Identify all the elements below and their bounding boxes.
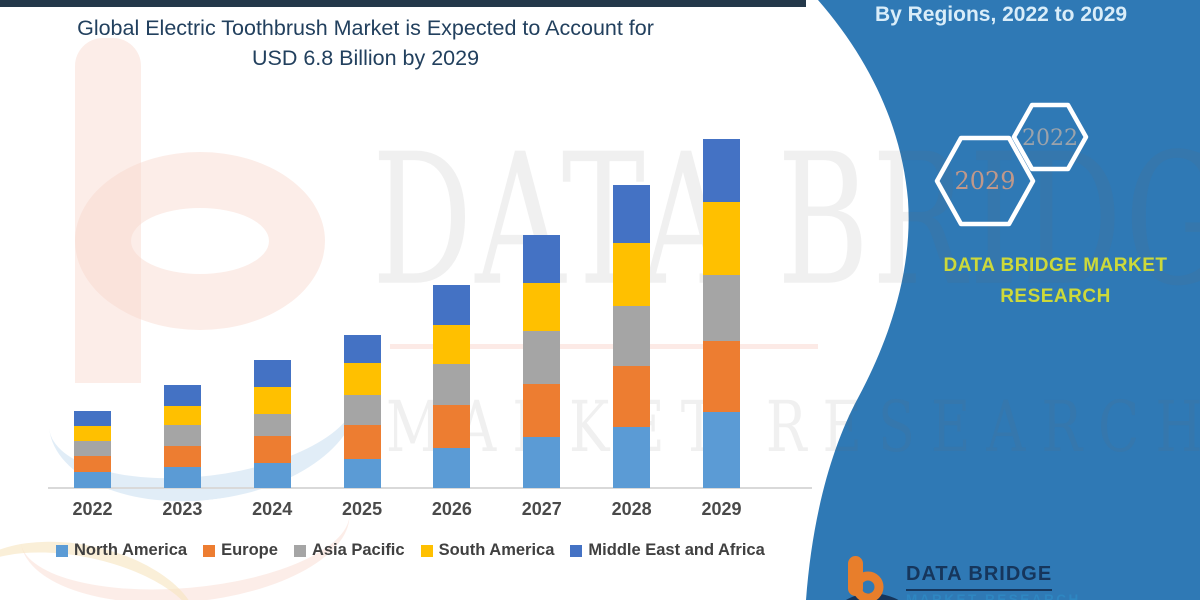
- bar-segment-europe: [343, 425, 381, 459]
- bar-segment-middle-east-and-africa: [343, 335, 381, 364]
- bar-segment-asia-pacific: [163, 424, 201, 446]
- legend-item-europe: Europe: [203, 541, 278, 560]
- bar-segment-north-america: [74, 472, 111, 488]
- bar-segment-asia-pacific: [702, 274, 740, 341]
- bar-2027: [523, 234, 561, 488]
- bar-segment-south-america: [74, 426, 111, 442]
- legend-label: Middle East and Africa: [588, 541, 765, 559]
- legend-item-south-america: South America: [420, 541, 555, 560]
- panel-heading: By Regions, 2022 to 2029: [874, 3, 1128, 26]
- company-logo-icon: [845, 556, 899, 600]
- chart-title-line2: USD 6.8 Billion by 2029: [251, 46, 480, 70]
- legend-swatch: [56, 544, 68, 557]
- chart-title: Global Electric Toothbrush Market is Exp…: [38, 13, 693, 73]
- bar-2028: [613, 184, 651, 488]
- legend-item-middle-east-and-africa: Middle East and Africa: [570, 541, 765, 560]
- bar-segment-south-america: [343, 363, 381, 395]
- bar-segment-middle-east-and-africa: [702, 138, 740, 203]
- x-axis-label-2027: 2027: [521, 499, 562, 519]
- bar-segment-middle-east-and-africa: [74, 410, 111, 427]
- legend-swatch: [420, 544, 433, 557]
- side-panel-shape: [806, 0, 1200, 600]
- bar-segment-middle-east-and-africa: [433, 284, 471, 325]
- x-axis-label-2024: 2024: [252, 499, 293, 519]
- bar-segment-north-america: [163, 467, 201, 488]
- legend-label: North America: [74, 541, 188, 559]
- bar-segment-asia-pacific: [523, 331, 561, 385]
- x-axis-label-2025: 2025: [342, 499, 383, 519]
- bar-segment-europe: [702, 340, 740, 413]
- bar-2026: [433, 284, 471, 488]
- bar-segment-middle-east-and-africa: [253, 360, 291, 387]
- bar-segment-north-america: [702, 412, 740, 488]
- chart-title-line1: Global Electric Toothbrush Market is Exp…: [77, 16, 654, 40]
- bar-segment-north-america: [433, 447, 471, 488]
- bar-segment-asia-pacific: [253, 414, 291, 436]
- brand-text-line1: DATA BRIDGE MARKET: [943, 255, 1168, 276]
- bar-2029: [702, 138, 740, 488]
- legend-item-asia-pacific: Asia Pacific: [293, 541, 405, 560]
- x-axis-label-2022: 2022: [72, 499, 113, 519]
- bar-segment-asia-pacific: [74, 441, 111, 457]
- bar-2023: [163, 385, 201, 488]
- bar-segment-south-america: [163, 405, 201, 425]
- bar-2025: [343, 335, 381, 488]
- x-axis-label-2023: 2023: [162, 499, 203, 519]
- bar-segment-south-america: [433, 324, 471, 364]
- bar-segment-asia-pacific: [343, 394, 381, 426]
- chart-legend: North America Europe Asia Pacific South Ame…: [56, 541, 765, 560]
- bar-segment-south-america: [702, 202, 740, 275]
- hexagon-2022-label: 2022: [1022, 126, 1078, 151]
- bar-segment-middle-east-and-africa: [523, 234, 561, 284]
- brand-text-line2: RESEARCH: [1000, 286, 1111, 307]
- bar-segment-asia-pacific: [613, 305, 651, 366]
- legend-swatch: [570, 544, 583, 557]
- bar-segment-north-america: [253, 462, 291, 488]
- bar-segment-europe: [74, 456, 111, 473]
- bar-segment-south-america: [613, 243, 651, 306]
- legend-label: Europe: [221, 541, 278, 559]
- bar-segment-asia-pacific: [433, 363, 471, 405]
- logo-text-line2: MARKET RESEARCH: [906, 592, 1081, 600]
- hexagon-2022: [1011, 102, 1089, 172]
- legend-swatch: [203, 544, 216, 557]
- bar-segment-europe: [253, 435, 291, 463]
- bar-segment-north-america: [523, 437, 561, 488]
- legend-item-north-america: North America: [56, 541, 187, 560]
- logo-text-line1: DATA BRIDGE: [906, 563, 1053, 591]
- bar-2022: [74, 410, 111, 488]
- brand-text: DATA BRIDGE MARKET RESEARCH: [908, 250, 1200, 312]
- company-logo: DATA BRIDGE MARKET RESEARCH: [838, 554, 1098, 600]
- legend-label: South America: [438, 541, 555, 559]
- x-axis-label-2028: 2028: [611, 499, 652, 519]
- x-axis-label-2026: 2026: [431, 499, 472, 519]
- bar-segment-europe: [433, 404, 471, 448]
- logo-b-bowl: [852, 571, 884, 600]
- bar-segment-north-america: [343, 458, 381, 488]
- bar-segment-europe: [523, 384, 561, 437]
- bar-segment-europe: [613, 365, 651, 427]
- hexagon-badges: 2022 2029: [934, 102, 1089, 227]
- bar-segment-middle-east-and-africa: [613, 184, 651, 244]
- bar-segment-north-america: [613, 426, 651, 488]
- bar-segment-south-america: [253, 386, 291, 415]
- x-axis-line: [48, 487, 812, 489]
- x-axis-label-2029: 2029: [701, 499, 742, 519]
- hexagon-2029: [934, 135, 1036, 227]
- legend-swatch: [293, 544, 306, 557]
- legend-label: Asia Pacific: [311, 541, 405, 559]
- bar-segment-europe: [163, 445, 201, 468]
- top-accent-strip: [0, 0, 806, 7]
- bar-segment-south-america: [523, 283, 561, 332]
- bar-segment-middle-east-and-africa: [163, 385, 201, 406]
- bar-2024: [253, 360, 291, 488]
- hexagon-2029-label: 2029: [954, 167, 1015, 195]
